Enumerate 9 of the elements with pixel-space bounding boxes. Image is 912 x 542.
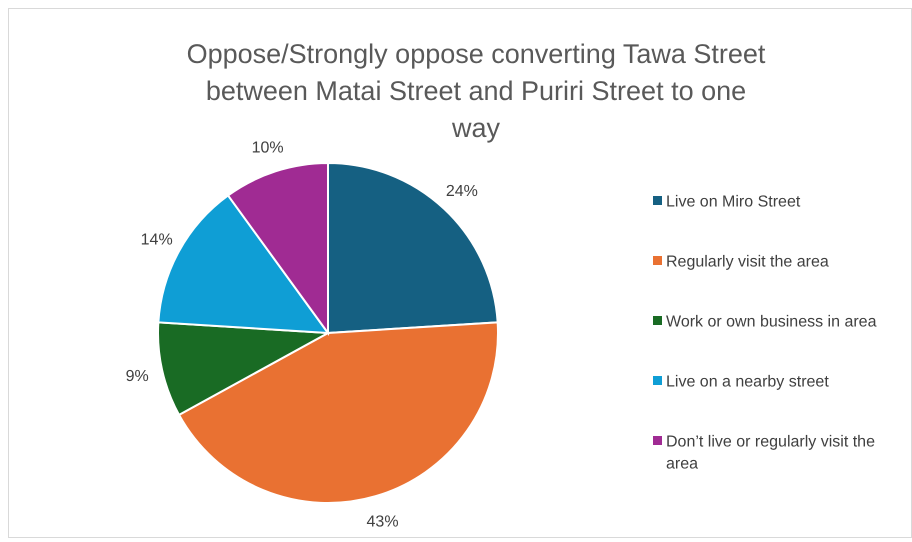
data-label: 14% (140, 231, 173, 248)
legend-label: Don’t live or regularly visit the area (666, 434, 876, 473)
data-label: 24% (446, 183, 478, 200)
legend-label: Live on a nearby street (666, 374, 830, 391)
legend-label: Live on Miro Street (666, 194, 801, 211)
legend-label: Work or own business in area (666, 314, 877, 331)
data-label: 9% (126, 368, 149, 386)
legend-label: Regularly visit the area (666, 254, 829, 271)
data-label: 43% (366, 513, 399, 530)
